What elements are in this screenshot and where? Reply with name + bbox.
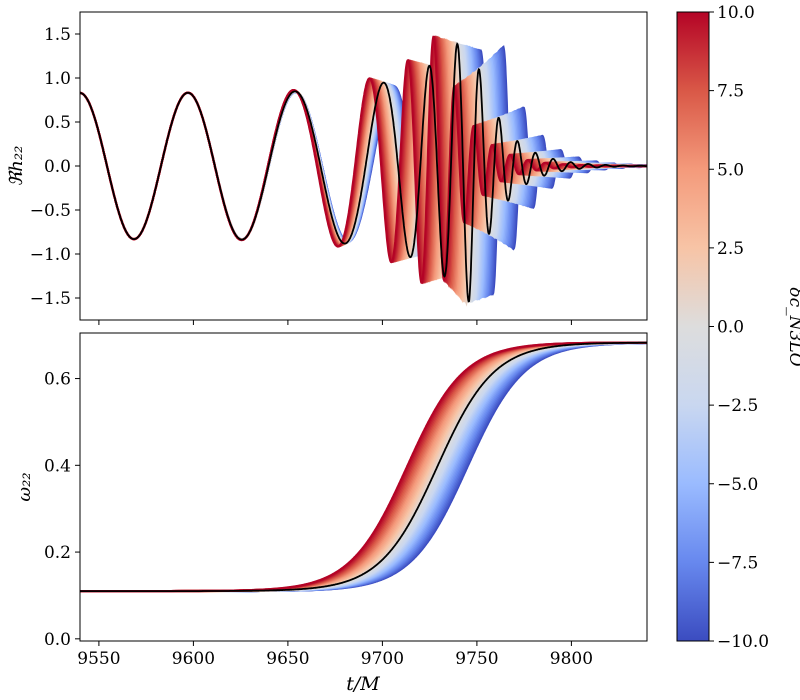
y-tick-label: 0.5 (44, 113, 71, 133)
x-tick-label: 9650 (266, 649, 309, 669)
frequency-x-ticks: 9550 9600 9650 9700 9750 9800 (77, 641, 593, 669)
strain-panel: −1.5 −1.0 −0.5 0.0 0.5 1.0 1.5 ℜh₂₂ (6, 11, 648, 325)
colorbar-tick-label: 5.0 (717, 160, 744, 180)
y-tick-label: 0.0 (44, 157, 71, 177)
colorbar-tick-label: −2.5 (717, 396, 758, 416)
frequency-y-label: ω₂₂ (14, 472, 35, 501)
colorbar-ticks: −10.0 −7.5 −5.0 −2.5 0.0 2.5 5.0 7.5 10.0 (709, 3, 769, 652)
colorbar: −10.0 −7.5 −5.0 −2.5 0.0 2.5 5.0 7.5 10.0 δc_N3L… (676, 3, 800, 652)
colorbar-tick-label: −7.5 (717, 553, 758, 573)
colorbar-tick-label: 7.5 (717, 82, 744, 102)
strain-reference-line (80, 42, 647, 303)
y-tick-label: −1.5 (30, 289, 71, 309)
y-tick-label: −0.5 (30, 201, 71, 221)
strain-y-label: ℜh₂₂ (6, 146, 27, 187)
x-tick-label: 9550 (77, 649, 120, 669)
y-tick-label: 0.2 (44, 543, 71, 563)
x-tick-label: 9700 (361, 649, 404, 669)
colorbar-label: δc_N3LO (785, 287, 800, 366)
strain-y-ticks: −1.5 −1.0 −0.5 0.0 0.5 1.0 1.5 (30, 25, 80, 309)
colorbar-tick-label: 0.0 (717, 318, 744, 338)
frequency-panel: 0.0 0.2 0.4 0.6 9550 9600 9650 9700 9750 9800 ω₂… (14, 332, 648, 695)
colorbar-gradient (676, 11, 710, 642)
frequency-reference-line (80, 341, 647, 592)
time-x-label: t/M (346, 673, 380, 695)
y-tick-label: 0.6 (44, 370, 71, 390)
frequency-curves (80, 341, 647, 593)
colorbar-tick-label: −5.0 (717, 475, 758, 495)
x-tick-label: 9750 (455, 649, 498, 669)
y-tick-label: 1.0 (44, 69, 71, 89)
y-tick-label: −1.0 (30, 245, 71, 265)
y-tick-label: 1.5 (44, 25, 71, 45)
y-tick-label: 0.4 (44, 456, 71, 476)
strain-x-ticks (98, 320, 572, 325)
colorbar-tick-label: −10.0 (717, 632, 769, 652)
colorbar-tick-label: 10.0 (717, 3, 755, 23)
strain-curves (80, 35, 647, 307)
frequency-series-line (80, 341, 647, 593)
y-tick-label: 0.0 (44, 630, 71, 650)
x-tick-label: 9600 (172, 649, 215, 669)
frequency-plot-frame (79, 332, 648, 642)
colorbar-tick-label: 2.5 (717, 239, 744, 259)
x-tick-label: 9800 (550, 649, 593, 669)
frequency-y-ticks: 0.0 0.2 0.4 0.6 (44, 370, 80, 650)
